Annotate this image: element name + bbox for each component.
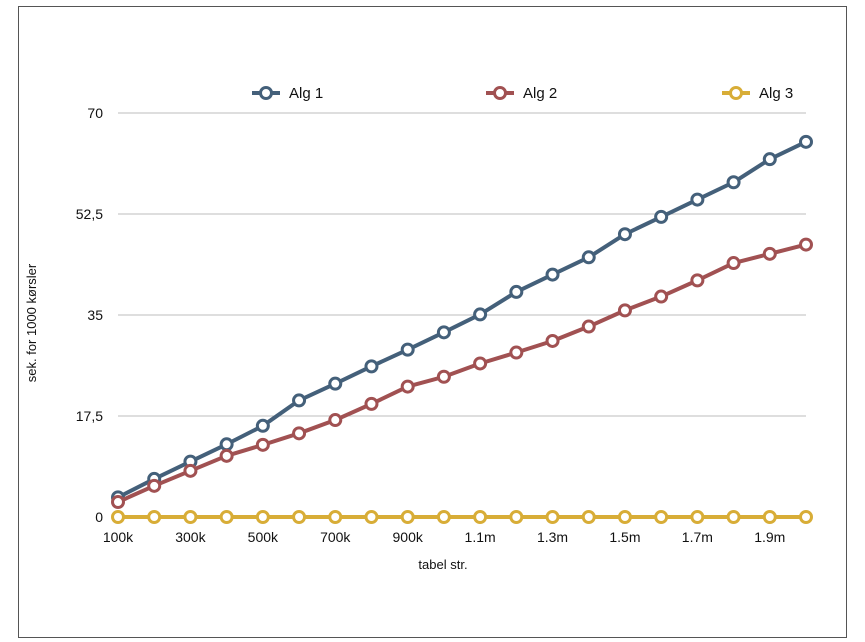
legend-marker [729,86,743,100]
x-tick-label: 1.3m [537,529,568,545]
data-point [292,393,307,408]
y-tick-label: 35 [87,307,103,323]
data-point [509,345,524,360]
data-point [364,396,379,411]
y-tick-label: 0 [95,509,103,525]
x-tick-label: 700k [320,529,351,545]
data-point [799,510,813,524]
legend-label: Alg 2 [523,85,557,102]
chart-frame: 0 17,5 35 52,5 70 100k 300k 500k 700k 900k 1.1m 1.… [18,6,847,638]
data-point [255,510,270,524]
y-tick-label: 70 [87,105,103,121]
data-point [183,463,198,478]
data-point [328,413,343,428]
x-tick-label: 1.1m [465,529,496,545]
data-point [762,510,777,524]
data-point [690,273,705,288]
data-point [436,325,451,340]
y-axis-ticks: 0 17,5 35 52,5 70 [76,105,103,525]
data-point [617,510,632,524]
data-point [799,237,813,252]
data-point [111,510,125,524]
data-point [255,437,270,452]
x-tick-label: 300k [175,529,206,545]
data-point [726,175,741,190]
y-tick-label: 17,5 [76,408,103,424]
data-point [219,437,234,452]
data-point [509,284,524,299]
data-point [581,250,596,265]
data-point [292,510,307,524]
x-tick-label: 1.5m [609,529,640,545]
data-point [436,510,451,524]
data-point [111,494,125,509]
data-point [726,256,741,271]
data-point [473,307,488,322]
data-point [690,192,705,207]
y-tick-label: 52,5 [76,206,103,222]
data-point [400,379,415,394]
legend-marker [493,86,507,100]
x-tick-label: 100k [103,529,134,545]
data-point [364,359,379,374]
data-point [473,356,488,371]
x-axis-ticks: 100k 300k 500k 700k 900k 1.1m 1.3m 1.5m 1.7m 1.9m [103,529,786,545]
data-point [654,510,669,524]
data-point [617,303,632,318]
line-chart: 0 17,5 35 52,5 70 100k 300k 500k 700k 900k 1.1m 1.… [24,85,813,572]
data-point [328,376,343,391]
data-point [183,510,198,524]
data-point [545,510,560,524]
data-point [654,289,669,304]
legend-label: Alg 1 [289,85,323,102]
legend-label: Alg 3 [759,85,793,102]
data-point [654,209,669,224]
data-point [436,369,451,384]
data-point [219,448,234,463]
gridlines [118,112,806,417]
data-point [762,152,777,167]
data-point [473,510,488,524]
data-point [581,319,596,334]
y-axis-title: sek. for 1000 kørsler [24,263,39,382]
data-point [509,510,524,524]
legend-marker [259,86,273,100]
data-point [690,510,705,524]
data-point [147,510,162,524]
series-group [111,134,813,524]
data-point [147,478,162,493]
data-point [726,510,741,524]
data-point [545,267,560,282]
data-point [292,426,307,441]
data-point [581,510,596,524]
data-point [219,510,234,524]
x-axis-title: tabel str. [418,557,467,572]
data-point [328,510,343,524]
data-point [400,510,415,524]
data-point [364,510,379,524]
data-point [545,333,560,348]
data-point [400,342,415,357]
legend: Alg 1 Alg 2 Alg 3 [252,85,793,102]
data-point [617,227,632,242]
data-point [255,418,270,433]
x-tick-label: 900k [393,529,424,545]
data-point [799,134,813,149]
x-tick-label: 1.9m [754,529,785,545]
x-tick-label: 1.7m [682,529,713,545]
data-point [762,246,777,261]
x-tick-label: 500k [248,529,279,545]
